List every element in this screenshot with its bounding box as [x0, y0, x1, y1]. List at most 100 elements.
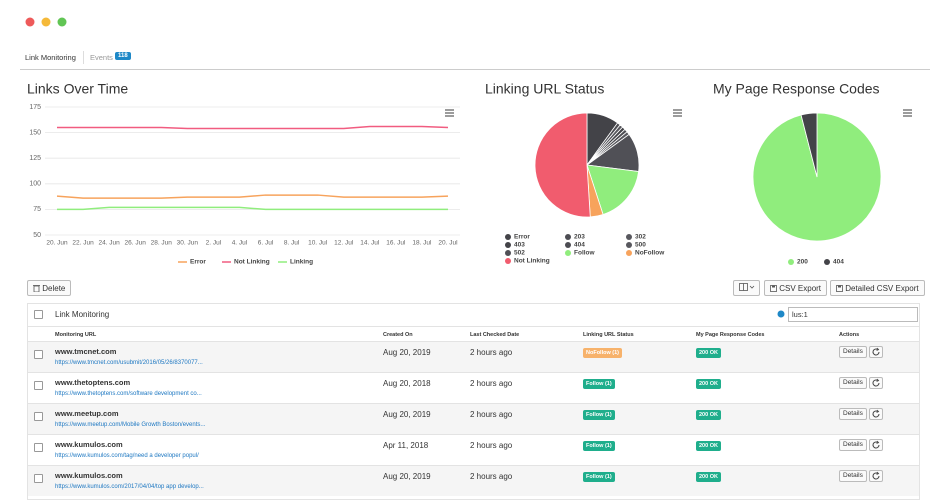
csv-export-button[interactable]: CSV Export: [764, 280, 828, 296]
tab-link-monitoring[interactable]: Link Monitoring: [25, 53, 76, 62]
legend-marker: [505, 250, 511, 256]
tab-underline: [20, 69, 930, 70]
row-checkbox[interactable]: [34, 443, 43, 452]
series-line: [57, 206, 448, 211]
x-tick-label: 12. Jul: [334, 240, 354, 247]
table-row: www.thetoptens.com https://www.thetoptens…: [28, 372, 919, 403]
pie-slice: [586, 164, 640, 215]
menu-icon[interactable]: [673, 109, 682, 117]
series-line: [56, 194, 449, 199]
menu-icon[interactable]: [903, 109, 912, 117]
details-button[interactable]: Details: [839, 346, 867, 358]
tab-badge: 118: [115, 52, 131, 60]
refresh-button[interactable]: [869, 377, 883, 389]
response-badge: 200 OK: [696, 472, 721, 482]
table-body: www.tmcnet.com https://www.tmcnet.com/usu…: [28, 304, 919, 499]
last-checked: 2 hours ago: [470, 472, 513, 481]
x-tick-label: 20. Jun: [46, 240, 68, 247]
chart-title: Linking URL Status: [485, 81, 604, 97]
tab-separator: [83, 51, 84, 64]
refresh-icon: [872, 347, 880, 356]
legend-label: 200: [797, 259, 808, 266]
details-button[interactable]: Details: [839, 439, 867, 451]
refresh-button[interactable]: [869, 346, 883, 358]
columns-icon: [739, 283, 755, 291]
refresh-icon: [872, 378, 880, 387]
x-tick-label: 6. Jul: [258, 240, 274, 247]
detailed-csv-button[interactable]: Detailed CSV Export: [830, 280, 925, 296]
details-button[interactable]: Details: [839, 377, 867, 389]
domain: www.tmcnet.com: [55, 347, 117, 356]
x-tick-label: 16. Jul: [386, 240, 406, 247]
legend-marker: [565, 250, 571, 256]
url-link[interactable]: https://www.kumulos.com/2017/04/04/top a…: [55, 484, 204, 490]
window-controls: [25, 17, 67, 27]
x-tick-label: 2. Jul: [206, 240, 222, 247]
legend-marker: [505, 242, 511, 248]
legend-label: Not Linking: [234, 259, 270, 266]
legend-marker: [505, 234, 511, 240]
legend-marker: [565, 242, 571, 248]
domain: www.thetoptens.com: [55, 378, 131, 387]
last-checked: 2 hours ago: [470, 410, 513, 419]
column-header: My Page Response Codes: [696, 332, 765, 338]
status-badge: Follow (1): [583, 410, 615, 420]
row-checkbox[interactable]: [34, 381, 43, 390]
chart-title: Links Over Time: [27, 81, 128, 97]
row-checkbox[interactable]: [34, 474, 43, 483]
legend-label: 404: [833, 259, 844, 266]
response-badge: 200 OK: [696, 348, 721, 358]
url-link[interactable]: https://www.kumulos.com/tag/need a devel…: [55, 453, 199, 459]
legend-marker: [505, 258, 511, 264]
save-icon: [770, 285, 777, 292]
legend-label: 302: [635, 234, 646, 241]
y-tick-label: 175: [29, 104, 41, 111]
trash-icon: [33, 285, 40, 293]
last-checked: 2 hours ago: [470, 441, 513, 450]
menu-icon[interactable]: [445, 109, 454, 117]
details-button[interactable]: Details: [839, 470, 867, 482]
details-button[interactable]: Details: [839, 408, 867, 420]
legend-label: Linking: [290, 259, 313, 266]
y-tick-label: 75: [33, 206, 41, 213]
created-on: Aug 20, 2019: [383, 472, 431, 481]
x-tick-label: 26. Jun: [125, 240, 147, 247]
legend-label: Follow: [574, 250, 596, 257]
legend-marker: [788, 259, 794, 265]
url-link[interactable]: https://www.thetoptens.com/software deve…: [55, 391, 202, 397]
y-tick-label: 100: [29, 181, 41, 188]
legend-marker: [565, 234, 571, 240]
select-all-checkbox[interactable]: [34, 310, 43, 319]
url-link[interactable]: https://www.tmcnet.com/usubmit/2016/05/2…: [55, 360, 203, 366]
refresh-button[interactable]: [869, 408, 883, 420]
columns-button[interactable]: [733, 280, 760, 296]
x-tick-label: 14. Jul: [360, 240, 380, 247]
status-badge: NoFollow (1): [583, 348, 622, 358]
delete-button[interactable]: Delete: [27, 280, 72, 296]
row-checkbox[interactable]: [34, 412, 43, 421]
response-badge: 200 OK: [696, 441, 721, 451]
minimize-dot[interactable]: [41, 17, 51, 27]
refresh-button[interactable]: [869, 470, 883, 482]
help-icon[interactable]: [777, 310, 785, 318]
legend-label: Error: [514, 234, 530, 241]
table-title: Link Monitoring: [55, 310, 110, 319]
close-dot[interactable]: [25, 17, 35, 27]
refresh-icon: [872, 409, 880, 418]
search-input[interactable]: lus:1: [788, 307, 918, 322]
zoom-dot[interactable]: [57, 17, 67, 27]
series-line: [57, 125, 449, 130]
tab-events[interactable]: Events: [90, 53, 113, 62]
row-checkbox[interactable]: [34, 350, 43, 359]
last-checked: 2 hours ago: [470, 348, 513, 357]
status-badge: Follow (1): [583, 379, 615, 389]
refresh-button[interactable]: [869, 439, 883, 451]
save-icon: [836, 285, 843, 292]
url-link[interactable]: https://www.meetup.com/Mobile Growth Bos…: [55, 422, 206, 428]
delete-label: Delete: [42, 284, 66, 293]
x-tick-label: 10. Jul: [308, 240, 328, 247]
created-on: Aug 20, 2019: [383, 348, 431, 357]
table-row: www.meetup.com https://www.meetup.com/Mob…: [28, 403, 919, 434]
legend-label: 404: [574, 242, 585, 249]
